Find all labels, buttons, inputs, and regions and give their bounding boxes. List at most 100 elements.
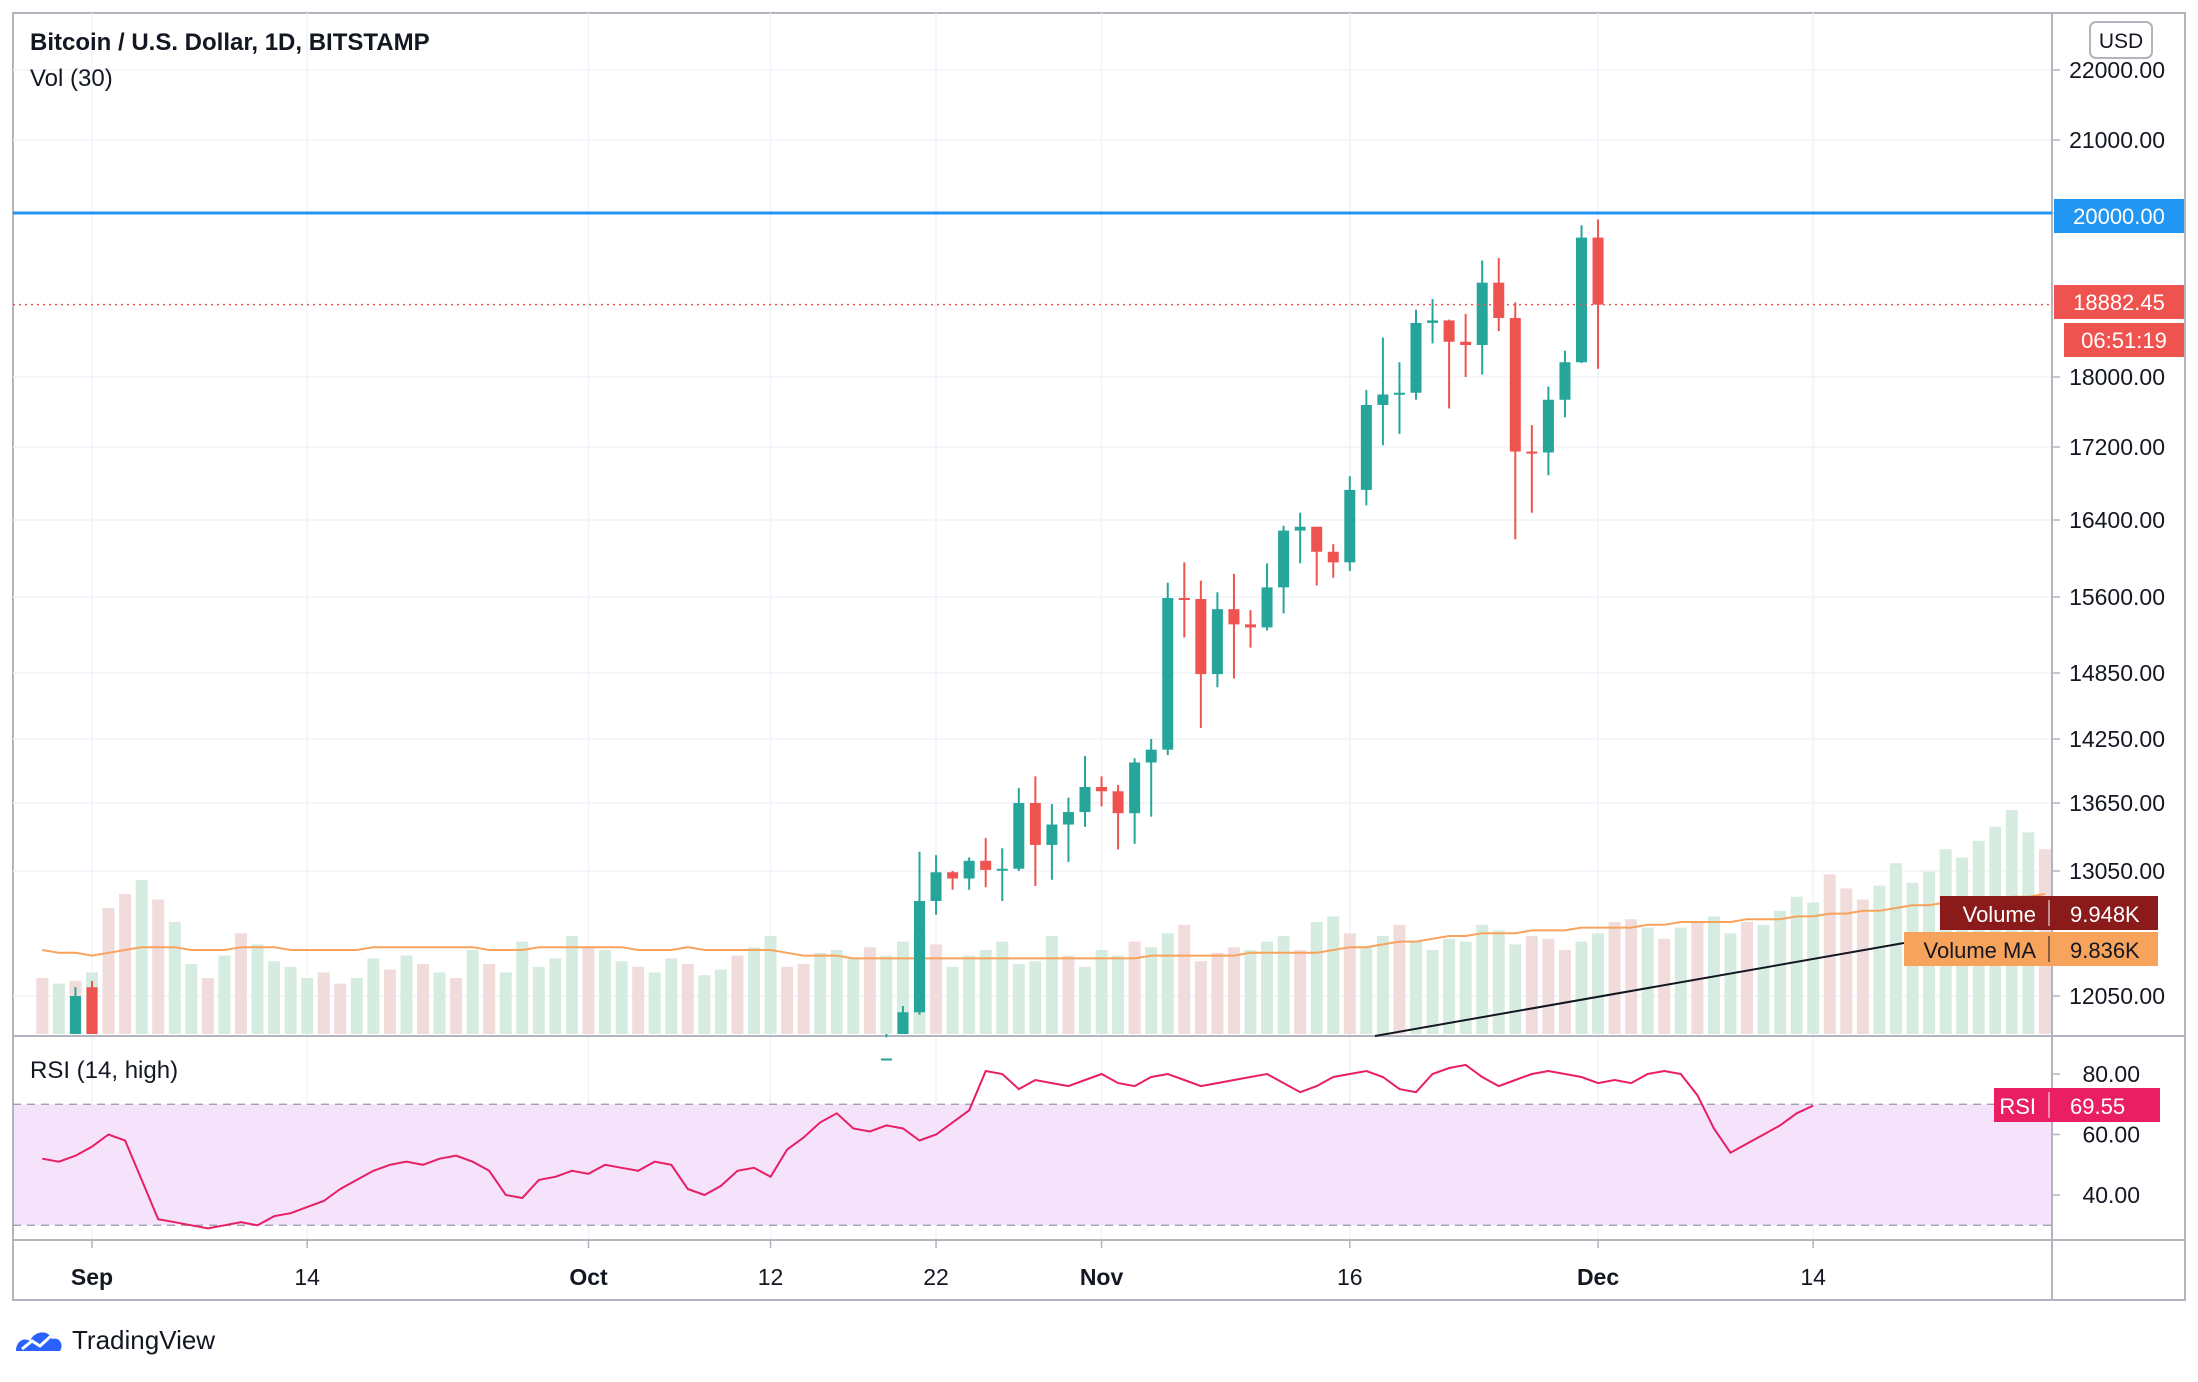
volume-bar — [1724, 933, 1737, 1034]
candle-body — [1278, 530, 1290, 588]
volume-bar — [301, 978, 314, 1034]
volume-bar — [218, 955, 231, 1034]
chart-frame — [12, 12, 2186, 1301]
time-axis-label: 12 — [758, 1264, 784, 1290]
chart-title: Bitcoin / U.S. Dollar, 1D, BITSTAMP — [30, 29, 430, 56]
candle-body — [1443, 320, 1455, 342]
candle-body — [1129, 762, 1141, 814]
volume-bar — [565, 936, 578, 1034]
volume-bar — [1211, 952, 1224, 1034]
volume-bar — [979, 950, 992, 1034]
volume-bar — [334, 983, 347, 1034]
volume-bar — [764, 936, 777, 1034]
countdown-tag-label: 06:51:19 — [2081, 328, 2167, 353]
volume-bar — [797, 964, 810, 1034]
volume-ma-tag-name: Volume MA — [1924, 938, 2037, 963]
volume-bar — [1294, 950, 1307, 1034]
volume-bar — [648, 972, 661, 1034]
level-price-tag — [2054, 199, 2184, 233]
candle-body — [880, 1058, 892, 1061]
candle-body — [1228, 609, 1240, 625]
volume-bar — [251, 944, 264, 1034]
volume-bar — [1112, 955, 1125, 1034]
volume-bar — [1558, 950, 1571, 1034]
rsi-line — [42, 1063, 1814, 1230]
volume-tag-name: Volume — [1963, 902, 2036, 927]
candle-body — [69, 996, 81, 1034]
tradingview-brand[interactable]: TradingView — [72, 1324, 216, 1355]
volume-bar — [1459, 941, 1472, 1034]
volume-bar — [1244, 950, 1257, 1034]
volume-bar — [1873, 885, 1886, 1034]
price-axis-label: 16400.00 — [2069, 507, 2165, 533]
price-axis-label: 22000.00 — [2069, 57, 2165, 83]
time-axis-label: 14 — [1800, 1264, 1826, 1290]
volume-bar — [1542, 938, 1555, 1034]
volume-bar — [1393, 924, 1406, 1034]
volume-bar — [830, 950, 843, 1034]
volume-bar — [748, 947, 760, 1034]
volume-bar — [896, 941, 909, 1034]
volume-bar — [781, 966, 794, 1034]
volume-bar — [880, 955, 893, 1034]
trend-line — [1374, 942, 1905, 1037]
last-price-tag — [2054, 285, 2184, 319]
price-axis-label: 14250.00 — [2069, 726, 2165, 752]
time-axis-label: 14 — [294, 1264, 320, 1290]
volume-bar — [1691, 922, 1704, 1034]
price-axis-label: 14850.00 — [2069, 660, 2165, 686]
volume-bar — [615, 961, 628, 1034]
volume-bar — [1310, 922, 1323, 1034]
currency-badge[interactable] — [2089, 21, 2153, 59]
volume-bar — [102, 908, 115, 1034]
rsi-axis-label: 40.00 — [2082, 1182, 2140, 1208]
volume-bar — [599, 950, 612, 1034]
candle-body — [914, 901, 925, 1013]
volume-bar — [1045, 936, 1058, 1034]
candle-body — [1327, 551, 1339, 563]
countdown-tag — [2064, 323, 2184, 357]
volume-bar — [1029, 961, 1042, 1034]
volume-ma-tag-value: 9.836K — [2070, 938, 2140, 963]
rsi-axis-label: 60.00 — [2082, 1122, 2140, 1148]
volume-bar — [317, 972, 330, 1034]
candle-body — [1427, 320, 1439, 323]
volume-bar — [632, 966, 645, 1034]
volume-bar — [1525, 936, 1538, 1034]
volume-bar — [1426, 950, 1439, 1034]
rsi-pane-label: RSI (14, high) — [30, 1057, 178, 1084]
volume-bar — [1658, 938, 1671, 1034]
volume-bar — [499, 972, 512, 1034]
volume-bar — [1856, 899, 1869, 1034]
volume-bar — [1774, 910, 1787, 1034]
candle-body — [86, 987, 98, 1034]
volume-bar — [268, 961, 281, 1034]
volume-bar — [1476, 924, 1489, 1034]
volume-bar — [847, 958, 860, 1034]
time-axis-label: Dec — [1577, 1264, 1619, 1290]
candle-body — [930, 872, 942, 901]
candle-body — [1592, 237, 1604, 305]
currency-badge-label[interactable]: USD — [2099, 30, 2143, 53]
time-axis-label: 16 — [1337, 1264, 1363, 1290]
overlays — [13, 211, 2052, 1037]
volume-bar — [201, 978, 214, 1034]
volume-bar — [863, 947, 876, 1034]
volume-bar — [185, 964, 198, 1034]
candle-body — [1079, 787, 1091, 813]
volume-bar — [1161, 933, 1174, 1034]
volume-bar — [665, 958, 678, 1034]
rsi-pane — [42, 1063, 1814, 1230]
price-axis-label: 17200.00 — [2069, 434, 2165, 460]
candle-body — [963, 860, 975, 879]
level-price-tag-label: 20000.00 — [2073, 204, 2165, 229]
volume-bar — [1277, 936, 1290, 1034]
volume-bar — [1807, 902, 1820, 1034]
candle-body — [1294, 526, 1306, 531]
volume-bar — [1575, 941, 1588, 1034]
tradingview-logo-icon[interactable] — [14, 1325, 64, 1355]
volume-bar — [1194, 961, 1207, 1034]
volume-bar — [284, 966, 297, 1034]
candle-body — [1410, 322, 1422, 393]
